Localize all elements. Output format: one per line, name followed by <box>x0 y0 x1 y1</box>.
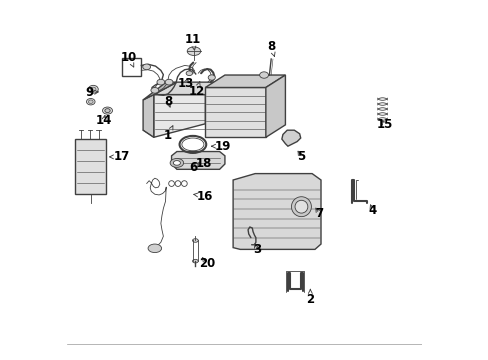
Text: 11: 11 <box>184 33 201 50</box>
Text: 14: 14 <box>96 114 112 127</box>
Ellipse shape <box>102 107 112 114</box>
Bar <box>122 58 141 76</box>
Polygon shape <box>143 95 153 137</box>
Ellipse shape <box>90 87 96 91</box>
Polygon shape <box>281 130 300 146</box>
Ellipse shape <box>88 100 93 103</box>
Polygon shape <box>153 82 224 95</box>
Ellipse shape <box>170 158 183 167</box>
Text: 8: 8 <box>266 40 275 57</box>
Text: 20: 20 <box>199 257 215 270</box>
Ellipse shape <box>259 72 268 78</box>
Text: 6: 6 <box>188 161 197 174</box>
Ellipse shape <box>88 85 98 93</box>
Text: 7: 7 <box>315 207 323 220</box>
Text: 4: 4 <box>368 204 376 217</box>
Ellipse shape <box>165 79 173 85</box>
Ellipse shape <box>151 87 159 93</box>
Polygon shape <box>233 174 320 249</box>
Text: 3: 3 <box>252 243 261 256</box>
Polygon shape <box>205 87 265 137</box>
Text: 19: 19 <box>211 140 231 153</box>
Text: 17: 17 <box>109 150 130 163</box>
Polygon shape <box>265 75 285 137</box>
Ellipse shape <box>186 71 192 76</box>
Text: 9: 9 <box>85 86 98 99</box>
Ellipse shape <box>192 259 198 263</box>
Polygon shape <box>205 75 285 87</box>
Ellipse shape <box>192 239 198 242</box>
Ellipse shape <box>187 47 200 55</box>
Text: 10: 10 <box>121 51 137 67</box>
Ellipse shape <box>208 75 215 80</box>
Text: 8: 8 <box>163 95 172 108</box>
Text: 2: 2 <box>305 289 314 306</box>
Text: 1: 1 <box>163 126 173 142</box>
Text: 5: 5 <box>297 150 305 163</box>
Polygon shape <box>143 82 177 100</box>
Text: 18: 18 <box>195 157 211 171</box>
Text: 16: 16 <box>193 189 213 203</box>
Text: 13: 13 <box>177 77 194 90</box>
Circle shape <box>294 200 307 213</box>
Polygon shape <box>75 139 105 194</box>
Ellipse shape <box>104 109 110 113</box>
Ellipse shape <box>173 161 180 165</box>
Text: 15: 15 <box>376 118 392 131</box>
Circle shape <box>291 197 311 217</box>
Ellipse shape <box>142 64 150 70</box>
Polygon shape <box>153 95 205 137</box>
Ellipse shape <box>157 79 164 85</box>
Ellipse shape <box>86 99 95 105</box>
Polygon shape <box>171 152 224 169</box>
Text: 12: 12 <box>188 82 204 98</box>
Ellipse shape <box>148 244 161 253</box>
